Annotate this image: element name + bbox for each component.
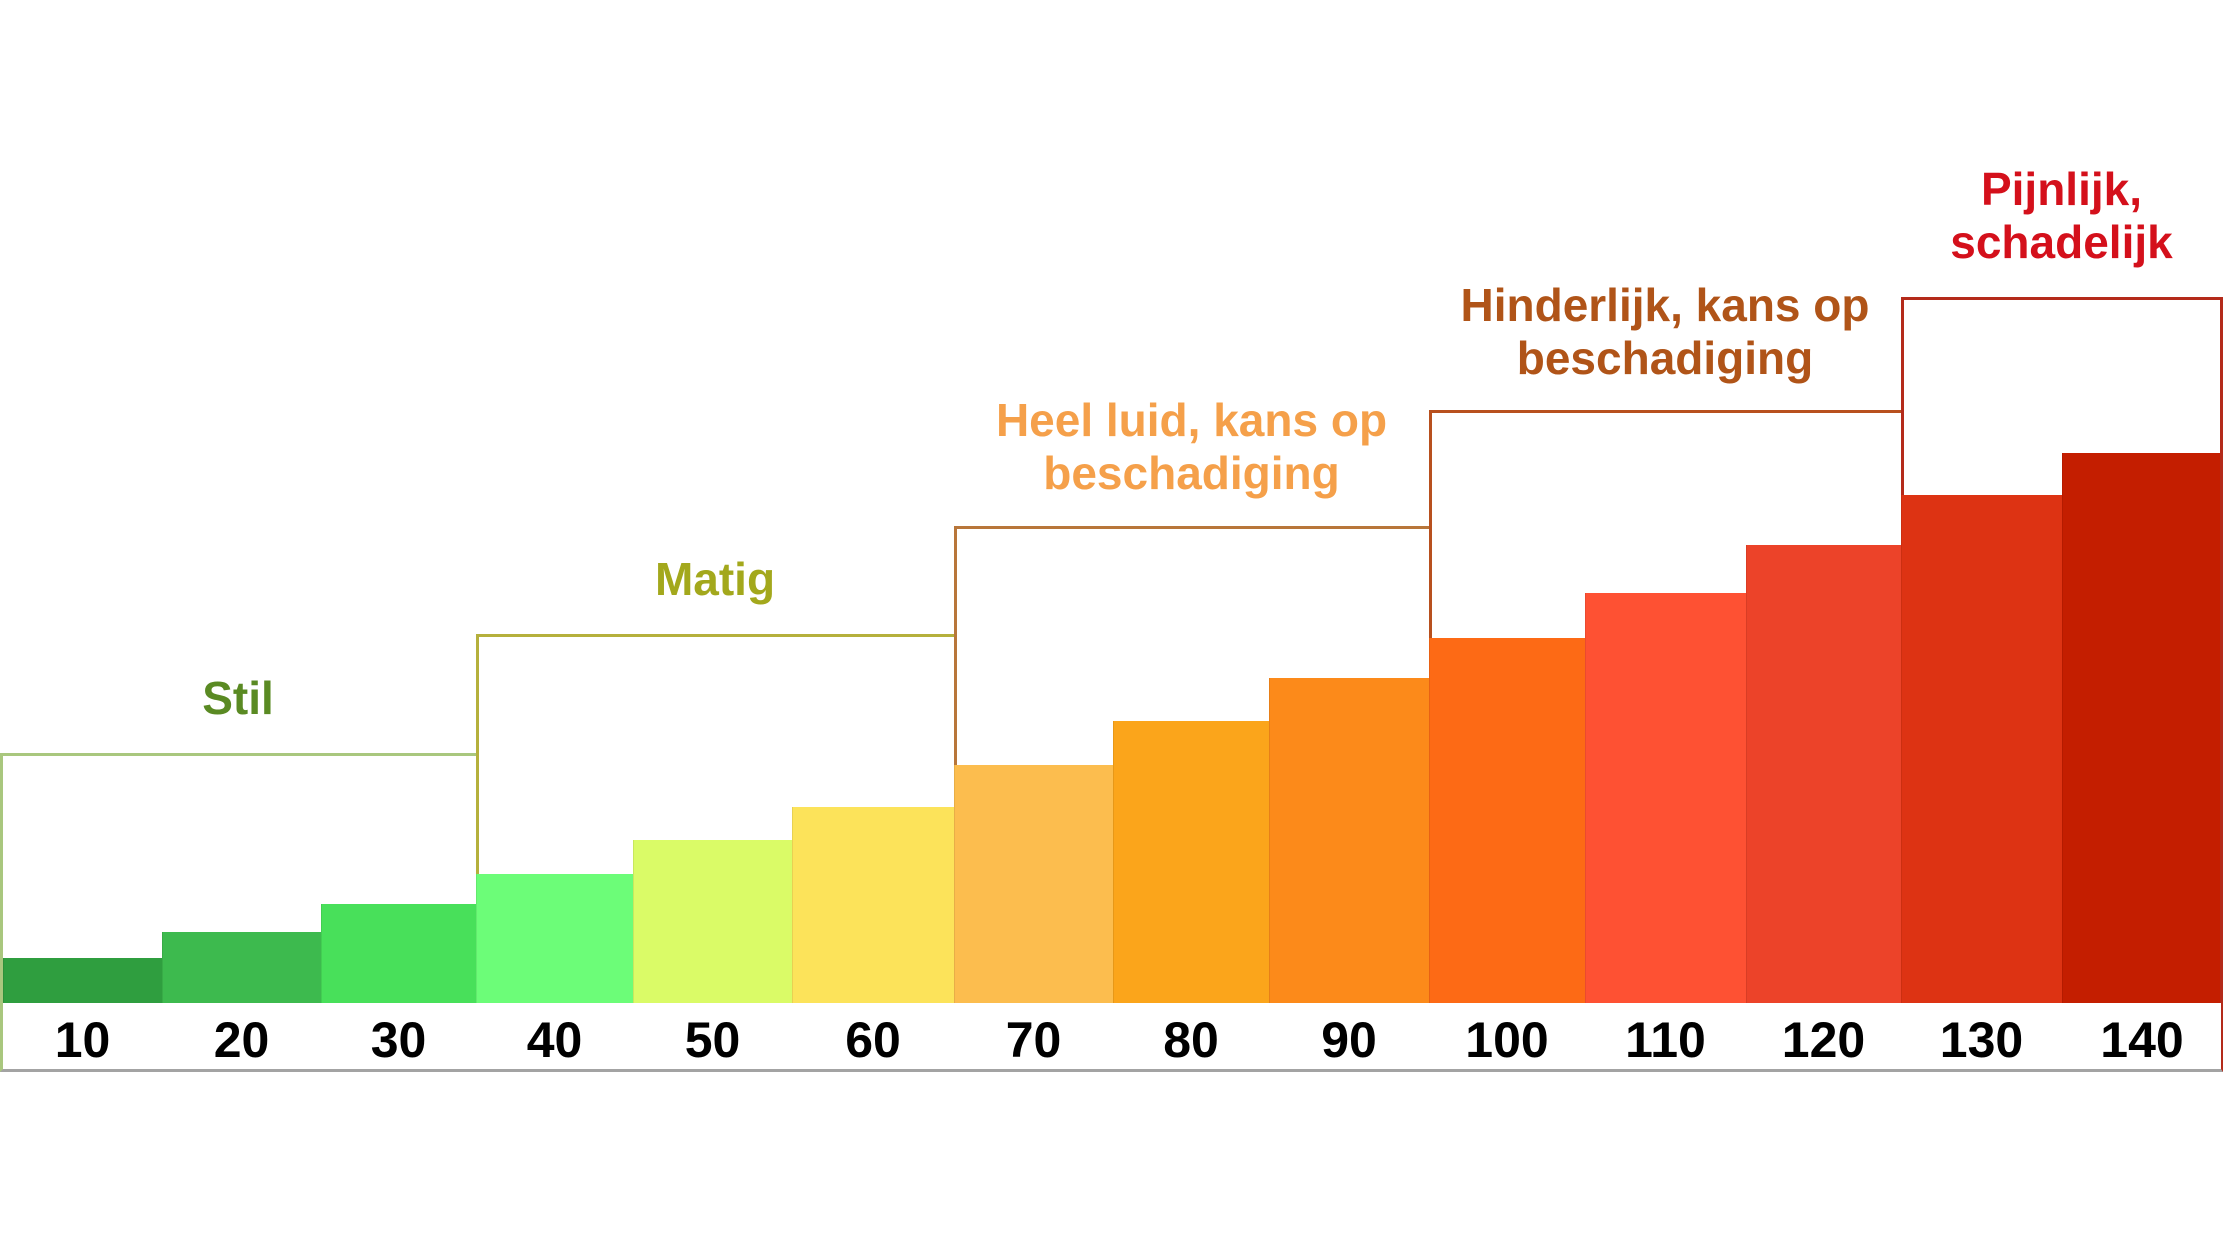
x-tick-label: 10	[54, 1012, 111, 1068]
bar-90	[1269, 678, 1429, 1003]
bar-50	[633, 840, 792, 1003]
x-tick-label: 100	[1465, 1012, 1549, 1068]
bar-130	[1901, 495, 2062, 1003]
zone-label: Pijnlijk, schadelijk	[1950, 163, 2173, 268]
x-tick-label: 80	[1163, 1012, 1219, 1068]
bar-30	[321, 904, 476, 1003]
right-border-line	[2220, 297, 2223, 1003]
x-tick-label: 110	[1625, 1012, 1706, 1068]
x-tick-label: 50	[684, 1012, 741, 1068]
bar-110	[1585, 593, 1746, 1003]
zone-box	[954, 526, 1429, 1003]
bar-20	[162, 932, 321, 1003]
zone-label: Hinderlijk, kans op beschadiging	[1460, 279, 1870, 384]
bar-120	[1746, 545, 1901, 1003]
bar-60	[792, 807, 954, 1003]
bar-10	[3, 958, 162, 1003]
bar-140	[2062, 453, 2222, 1003]
x-axis-band	[0, 1003, 2223, 1072]
zone-box	[0, 753, 476, 1003]
zone-label: Stil	[202, 672, 274, 724]
zone-box	[476, 634, 954, 1003]
zone-label: Matig	[654, 553, 776, 605]
x-tick-label: 130	[1939, 1012, 2024, 1068]
bar-100	[1429, 638, 1585, 1003]
zone-label: Heel luid, kans op beschadiging	[995, 394, 1388, 499]
bar-40	[476, 874, 633, 1003]
bar-70	[954, 765, 1113, 1003]
x-tick-label: 60	[845, 1012, 901, 1068]
x-tick-label: 140	[2100, 1012, 2184, 1068]
x-tick-label: 120	[1781, 1012, 1866, 1068]
x-tick-label: 90	[1321, 1012, 1377, 1068]
bar-80	[1113, 721, 1269, 1003]
x-tick-label: 30	[370, 1012, 427, 1068]
x-tick-label: 20	[213, 1012, 270, 1068]
x-tick-label: 70	[1005, 1012, 1062, 1068]
x-tick-label: 40	[526, 1012, 583, 1068]
